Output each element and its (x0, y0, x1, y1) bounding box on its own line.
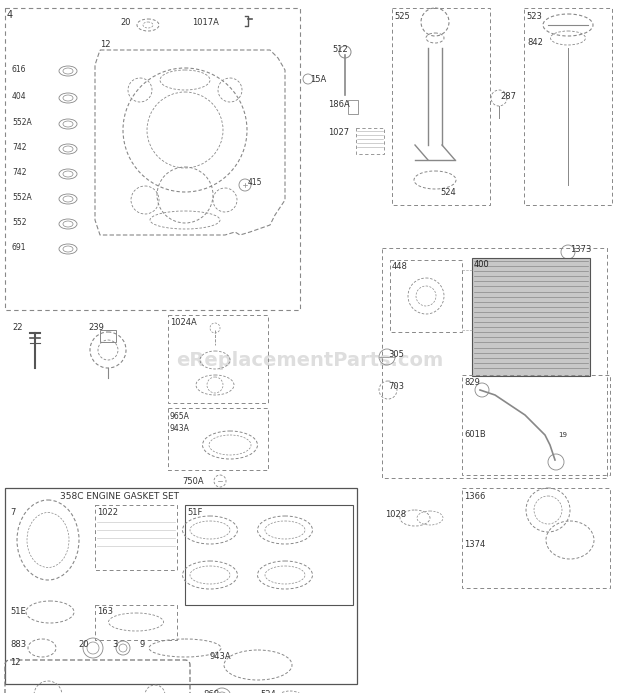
Text: 4: 4 (7, 10, 13, 20)
Text: 404: 404 (12, 92, 27, 101)
Text: 15A: 15A (310, 75, 326, 84)
Text: 3: 3 (112, 640, 117, 649)
Text: 448: 448 (392, 262, 408, 271)
Text: 12: 12 (10, 658, 20, 667)
Text: 691: 691 (12, 243, 27, 252)
Bar (390, 260, 462, 332)
Text: 1028: 1028 (385, 510, 406, 519)
Bar (5, 8, 300, 310)
Text: 943A: 943A (170, 424, 190, 433)
Text: 552A: 552A (12, 193, 32, 202)
Bar (5, 488, 357, 684)
Text: 20: 20 (120, 18, 130, 27)
Text: 512: 512 (332, 45, 348, 54)
Text: 239: 239 (88, 323, 104, 332)
Bar (348, 100, 358, 114)
Text: 742: 742 (12, 168, 27, 177)
Text: 842: 842 (527, 38, 543, 47)
Bar (95, 605, 177, 640)
Bar (185, 505, 353, 605)
Text: 163: 163 (97, 607, 113, 616)
Bar (100, 330, 116, 342)
Text: 287: 287 (500, 92, 516, 101)
Text: 20: 20 (78, 640, 89, 649)
Text: 523: 523 (526, 12, 542, 21)
Text: 868: 868 (203, 690, 219, 693)
Text: 601B: 601B (464, 430, 485, 439)
Bar (462, 488, 610, 588)
Bar (356, 128, 384, 154)
Text: 524: 524 (440, 188, 456, 197)
Text: 7: 7 (10, 508, 16, 517)
Text: 965A: 965A (170, 412, 190, 421)
Text: 19: 19 (558, 432, 567, 438)
Bar (95, 505, 177, 570)
Text: 750A: 750A (182, 477, 203, 486)
Text: 943A: 943A (210, 652, 232, 661)
Bar (462, 375, 610, 475)
Text: 22: 22 (12, 323, 22, 332)
Bar (382, 248, 607, 478)
Text: 1022: 1022 (97, 508, 118, 517)
Text: 400: 400 (474, 260, 490, 269)
Text: 51E: 51E (10, 607, 26, 616)
Text: 616: 616 (12, 65, 27, 74)
Bar (392, 8, 490, 205)
Text: 1027: 1027 (328, 128, 349, 137)
Text: 415: 415 (248, 178, 262, 187)
Text: 1373: 1373 (570, 245, 591, 254)
Text: 358C ENGINE GASKET SET: 358C ENGINE GASKET SET (60, 492, 179, 501)
Text: 51F: 51F (187, 508, 202, 517)
Text: 883: 883 (10, 640, 26, 649)
Text: eReplacementParts.com: eReplacementParts.com (176, 351, 444, 369)
Text: 1374: 1374 (464, 540, 485, 549)
Text: 524: 524 (260, 690, 276, 693)
Text: 552A: 552A (12, 118, 32, 127)
Text: 186A: 186A (328, 100, 350, 109)
Bar (524, 8, 612, 205)
Bar (168, 315, 268, 403)
Bar (472, 258, 590, 376)
Text: 305: 305 (388, 350, 404, 359)
Text: 552: 552 (12, 218, 27, 227)
Text: 1017A: 1017A (192, 18, 219, 27)
Text: 525: 525 (394, 12, 410, 21)
Text: 742: 742 (12, 143, 27, 152)
Text: 9: 9 (140, 640, 145, 649)
Text: 829: 829 (464, 378, 480, 387)
Text: 1024A: 1024A (170, 318, 197, 327)
Bar (168, 408, 268, 470)
Text: 703: 703 (388, 382, 404, 391)
Text: 12: 12 (100, 40, 110, 49)
Text: 1366: 1366 (464, 492, 485, 501)
